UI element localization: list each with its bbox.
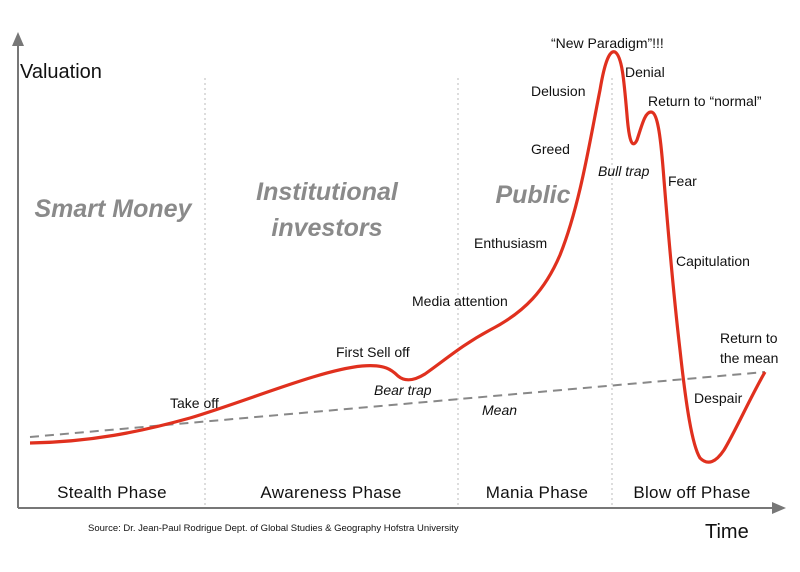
- phase-label: Awareness Phase: [260, 483, 401, 502]
- annotation: Fear: [668, 173, 697, 189]
- phase-label: Blow off Phase: [633, 483, 750, 502]
- annotation: the mean: [720, 350, 778, 366]
- annotation: Enthusiasm: [474, 235, 547, 251]
- phase-label: Stealth Phase: [57, 483, 167, 502]
- x-axis-label: Time: [705, 521, 749, 543]
- participant-label: Public: [495, 181, 570, 209]
- annotation: Bear trap: [374, 382, 432, 398]
- bubble-curve: [29, 50, 767, 464]
- annotation: Return to: [720, 330, 778, 346]
- annotation: Denial: [625, 64, 665, 80]
- participant-label: Smart Money: [35, 195, 193, 223]
- annotation: Bull trap: [598, 163, 650, 179]
- axes: [12, 32, 786, 514]
- annotation: Media attention: [412, 293, 508, 309]
- x-arrow: [772, 502, 786, 514]
- separators: [204, 78, 613, 505]
- participant-label: investors: [271, 214, 382, 242]
- y-arrow: [12, 32, 24, 46]
- y-axis-label: Valuation: [20, 61, 102, 83]
- annotation: First Sell off: [336, 344, 410, 360]
- annotation: Take off: [170, 395, 219, 411]
- annotation: Greed: [531, 141, 570, 157]
- phase-label: Mania Phase: [486, 483, 589, 502]
- source-note: Source: Dr. Jean-Paul Rodrigue Dept. of …: [88, 523, 459, 534]
- annotation: “New Paradigm”!!!: [551, 35, 664, 51]
- annotation: Delusion: [531, 83, 585, 99]
- annotation: Despair: [694, 390, 743, 406]
- annotation: Mean: [482, 402, 517, 418]
- annotation: Capitulation: [676, 253, 750, 269]
- participant-label: Institutional: [256, 178, 399, 206]
- annotation: Return to “normal”: [648, 93, 762, 109]
